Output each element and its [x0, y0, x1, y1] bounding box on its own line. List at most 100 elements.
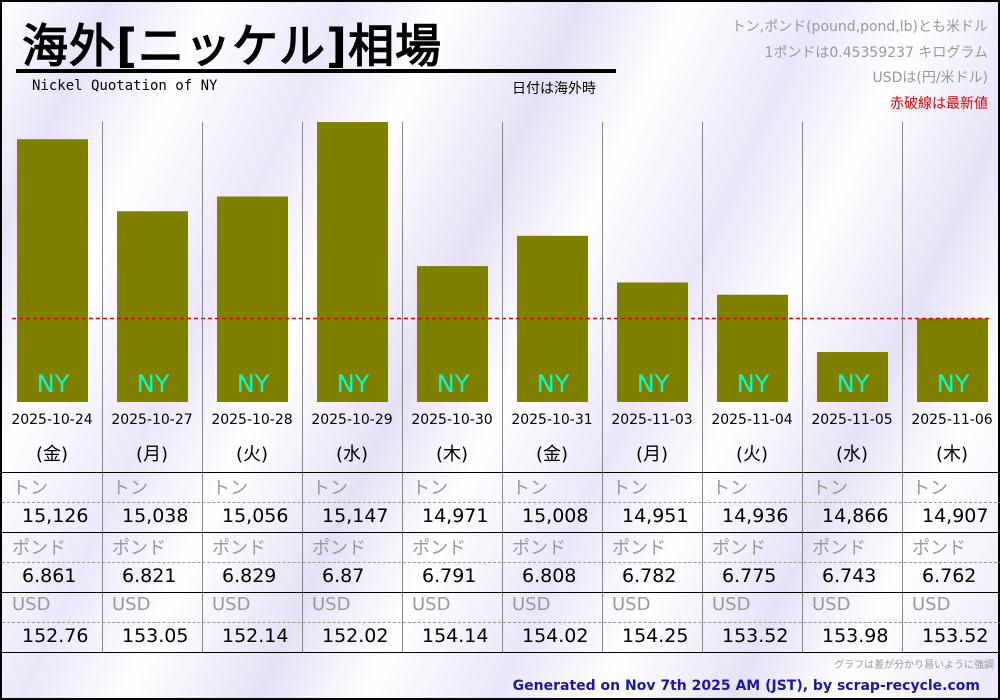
- price-value: 154.02: [522, 625, 589, 647]
- graph-note: グラフは差が分かり易いように強調: [834, 660, 994, 671]
- price-value: 15,038: [122, 505, 189, 527]
- unit-label: USD: [112, 594, 151, 615]
- bar-label: NY: [537, 370, 570, 398]
- bar: [717, 294, 788, 402]
- note-units: トン,ポンド(pound,pond,lb)とも米ドル: [731, 19, 988, 35]
- bar-label: NY: [637, 370, 670, 398]
- unit-label: トン: [112, 478, 148, 499]
- x-tick-weekday: (火): [735, 444, 769, 465]
- bar: [417, 266, 488, 402]
- x-tick-weekday: (月): [135, 444, 169, 465]
- bar-label: NY: [37, 370, 70, 398]
- x-tick-date: 2025-10-27: [111, 412, 193, 428]
- price-value: 15,008: [522, 505, 589, 527]
- price-value: 152.14: [222, 625, 289, 647]
- column-divider: [102, 122, 103, 472]
- unit-label: USD: [812, 594, 851, 615]
- x-tick-weekday: (木): [435, 444, 469, 465]
- price-value: 14,936: [722, 505, 789, 527]
- table-divider: [2, 562, 1000, 563]
- note-usd: USDは(円/米ドル): [872, 70, 988, 86]
- price-value: 153.52: [922, 625, 989, 647]
- bar-label: NY: [337, 370, 370, 398]
- bar: [117, 211, 188, 402]
- price-value: 6.861: [22, 565, 77, 587]
- unit-label: USD: [612, 594, 651, 615]
- bar: [917, 318, 988, 402]
- column-divider: [702, 122, 703, 472]
- unit-label: トン: [512, 478, 548, 499]
- x-tick-weekday: (火): [235, 444, 269, 465]
- unit-label: ポンド: [912, 538, 966, 559]
- bar-chart: NY NY NY NY NY NY NY NY NY NY: [12, 122, 992, 402]
- bar-label: NY: [437, 370, 470, 398]
- unit-label: トン: [212, 478, 248, 499]
- x-tick-weekday: (水): [835, 444, 869, 465]
- table-border: [2, 472, 1000, 473]
- unit-label: USD: [212, 594, 251, 615]
- generated-credit[interactable]: Generated on Nov 7th 2025 AM (JST), by s…: [512, 678, 980, 694]
- price-value: 15,147: [322, 505, 389, 527]
- price-value: 6.762: [922, 565, 977, 587]
- note-latest-line: 赤破線は最新値: [890, 96, 988, 112]
- table-border: [2, 532, 1000, 533]
- table-divider: [2, 502, 1000, 503]
- x-tick-weekday: (金): [535, 444, 569, 465]
- price-value: 15,056: [222, 505, 289, 527]
- x-tick-weekday: (月): [635, 444, 669, 465]
- x-tick-date: 2025-10-24: [11, 412, 93, 428]
- price-value: 152.02: [322, 625, 389, 647]
- x-tick-weekday: (水): [335, 444, 369, 465]
- unit-label: ポンド: [612, 538, 666, 559]
- price-value: 14,907: [922, 505, 989, 527]
- unit-label: トン: [812, 478, 848, 499]
- unit-label: USD: [12, 594, 51, 615]
- price-value: 6.782: [622, 565, 677, 587]
- unit-label: トン: [612, 478, 648, 499]
- unit-label: ポンド: [512, 538, 566, 559]
- column-divider: [802, 122, 803, 472]
- unit-label: トン: [912, 478, 948, 499]
- price-value: 6.775: [722, 565, 777, 587]
- price-value: 153.52: [722, 625, 789, 647]
- price-value: 6.808: [522, 565, 577, 587]
- price-value: 14,971: [422, 505, 489, 527]
- bar: [217, 196, 288, 402]
- bar: [17, 139, 88, 402]
- x-tick-date: 2025-10-28: [211, 412, 293, 428]
- unit-label: ポンド: [312, 538, 366, 559]
- price-value: 6.743: [822, 565, 877, 587]
- unit-label: USD: [912, 594, 951, 615]
- unit-label: トン: [12, 478, 48, 499]
- unit-label: トン: [712, 478, 748, 499]
- bar-label: NY: [737, 370, 770, 398]
- unit-label: USD: [512, 594, 551, 615]
- table-border: [2, 592, 1000, 593]
- x-tick-date: 2025-11-04: [711, 412, 793, 428]
- price-value: 14,866: [822, 505, 889, 527]
- column-divider: [502, 122, 503, 472]
- price-value: 152.76: [22, 625, 89, 647]
- price-value: 6.87: [322, 565, 365, 587]
- unit-label: ポンド: [12, 538, 66, 559]
- bar: [617, 282, 688, 402]
- price-value: 153.98: [822, 625, 889, 647]
- x-tick-date: 2025-11-03: [611, 412, 693, 428]
- unit-label: ポンド: [212, 538, 266, 559]
- price-value: 154.25: [622, 625, 689, 647]
- title-underline: [16, 69, 616, 73]
- unit-label: USD: [312, 594, 351, 615]
- unit-label: ポンド: [712, 538, 766, 559]
- price-value: 15,126: [22, 505, 89, 527]
- x-tick-date: 2025-10-31: [511, 412, 593, 428]
- unit-label: USD: [412, 594, 451, 615]
- note-pound: 1ポンドは0.45359237 キログラム: [764, 45, 988, 61]
- table-divider: [2, 622, 1000, 623]
- date-note: 日付は海外時: [512, 81, 596, 97]
- price-value: 6.821: [122, 565, 177, 587]
- page-title: 海外[ニッケル]相場: [22, 19, 443, 73]
- column-divider: [302, 122, 303, 472]
- x-tick-weekday: (木): [935, 444, 969, 465]
- unit-label: トン: [312, 478, 348, 499]
